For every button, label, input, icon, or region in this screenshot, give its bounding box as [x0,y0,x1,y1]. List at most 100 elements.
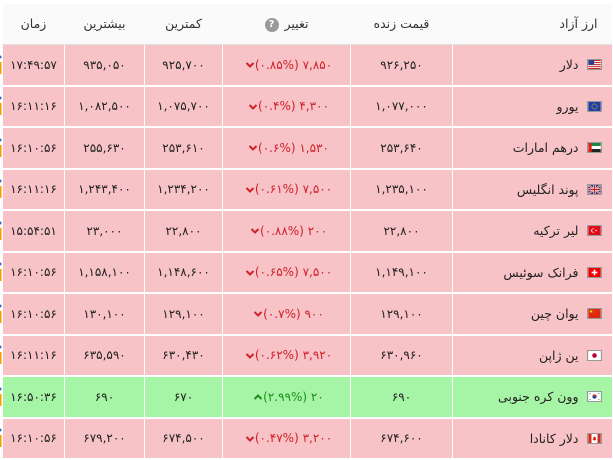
arrow-down-icon [244,99,258,113]
cn-flag-icon [586,308,602,320]
cell-live-price: ۱,۱۴۹,۱۰۰ [350,251,453,294]
header-live-price: قیمت زنده [350,4,453,45]
ch-flag-icon [586,266,602,278]
cell-low: ۹۲۵,۷۰۰ [144,44,223,87]
cell-low: ۶۷۴,۵۰۰ [144,417,223,460]
cell-live-price: ۱,۰۷۷,۰۰۰ [350,85,453,128]
cell-low: ۶۷۰ [144,376,223,419]
chart-icon[interactable] [0,138,3,158]
eu-flag-icon [586,100,602,112]
currency-name[interactable]: یوان چین [530,306,579,322]
table-row[interactable]: ین ژاپن ۶۳۰,۹۶۰ ۳,۹۲۰ (۰.۶۲%) ۶۳۰,۴۳۰ ۶۳۵,۵۹… [0,334,612,377]
cell-high: ۱۳۰,۱۰۰ [64,293,145,336]
cell-change: ۹۰۰ (۰.۷%) [222,293,351,336]
table-row[interactable]: پوند انگلیس ۱,۲۳۵,۱۰۰ ۷,۵۰۰ (۰.۶۱%) ۱,۲۳۴,۲… [0,168,612,211]
cell-time: ۱۶:۱۰:۵۶ [2,417,65,460]
cell-high: ۹۳۵,۰۵۰ [64,44,145,87]
arrow-down-icon [244,141,258,155]
cell-live-price: ۶۳۰,۹۶۰ [350,334,453,377]
table-row[interactable]: درهم امارات ۲۵۳,۶۴۰ ۱,۵۳۰ (۰.۶%) ۲۵۳,۶۱۰ ۲۵۵… [0,127,612,170]
chart-icon[interactable] [0,387,3,407]
header-change-label: تغییر [284,16,309,31]
change-value: ۲۰ (۲.۹۹%) [263,389,324,404]
kr-flag-icon [586,391,602,403]
cell-low: ۲۲,۸۰۰ [144,210,223,253]
cell-time: ۱۶:۱۱:۱۶ [2,168,65,211]
header-low: کمترین [144,4,223,45]
cell-name[interactable]: فرانک سوئیس [452,251,612,294]
currency-name[interactable]: وون کره جنوبی [498,389,579,405]
arrow-down-icon [241,348,255,362]
ae-flag-icon [586,142,602,154]
currency-name[interactable]: دلار [559,57,579,72]
cell-change: ۳,۹۲۰ (۰.۶۲%) [222,334,351,377]
chart-icon[interactable] [0,428,3,448]
cell-low: ۱,۰۷۵,۷۰۰ [144,85,223,128]
cell-time: ۱۶:۱۱:۱۶ [2,85,65,128]
table-row[interactable]: فرانک سوئیس ۱,۱۴۹,۱۰۰ ۷,۵۰۰ (۰.۶۵%) ۱,۱۴۸,۶… [0,251,612,294]
chart-icon[interactable] [0,221,3,241]
change-value: ۷,۵۰۰ (۰.۶۱%) [254,182,333,197]
cell-high: ۱,۲۴۳,۴۰۰ [64,168,145,211]
header-time: زمان [2,4,65,45]
change-value: ۱,۵۳۰ (۰.۶%) [258,140,329,155]
currency-name[interactable]: لیر ترکیه [533,223,579,239]
cell-change: ۲۰ (۲.۹۹%) [222,376,351,419]
cell-high: ۱,۰۸۲,۵۰۰ [64,85,145,128]
table-header-row: ارز آزاد قیمت زنده تغییر? کمترین بیشترین… [2,4,612,45]
cell-change: ۷,۵۰۰ (۰.۶۱%) [222,168,351,211]
cell-name[interactable]: درهم امارات [452,127,612,170]
help-icon[interactable]: ? [264,17,279,32]
cell-high: ۶۷۹,۲۰۰ [64,417,145,460]
currency-name[interactable]: ین ژاپن [539,347,579,363]
cell-time: ۱۶:۱۰:۵۶ [2,251,65,294]
header-change: تغییر? [222,4,351,45]
cell-live-price: ۹۲۶,۲۵۰ [350,44,453,87]
chart-icon[interactable] [0,179,3,199]
us-flag-icon [586,59,602,70]
arrow-down-icon [246,224,260,238]
chart-icon[interactable] [0,262,3,282]
cell-high: ۲۵۵,۶۳۰ [64,127,145,170]
table-row[interactable]: یوان چین ۱۲۹,۱۰۰ ۹۰۰ (۰.۷%) ۱۲۹,۱۰۰ ۱۳۰,۱۰۰ ۱… [0,293,612,336]
cell-live-price: ۶۷۴,۶۰۰ [350,417,453,460]
jp-flag-icon [586,349,602,361]
table-row[interactable]: وون کره جنوبی ۶۹۰ ۲۰ (۲.۹۹%) ۶۷۰ ۶۹۰ ۱۶:۵۰:۳۶ [0,376,612,419]
cell-live-price: ۶۹۰ [350,376,453,419]
currency-name[interactable]: پوند انگلیس [516,181,579,197]
chart-icon[interactable] [0,55,3,75]
cell-low: ۲۵۳,۶۱۰ [144,127,223,170]
currency-name[interactable]: دلار کانادا [529,430,579,446]
cell-low: ۱۲۹,۱۰۰ [144,293,223,336]
cell-high: ۶۹۰ [64,376,145,419]
cell-time: ۱۷:۴۹:۵۷ [2,44,65,87]
table-row[interactable]: دلار ۹۲۶,۲۵۰ ۷,۸۵۰ (۰.۸۵%) ۹۲۵,۷۰۰ ۹۳۵,۰۵۰ ۱۷… [0,44,612,87]
chart-icon[interactable] [0,345,3,365]
cell-name[interactable]: ین ژاپن [452,334,612,377]
currency-name[interactable]: فرانک سوئیس [503,264,579,280]
cell-live-price: ۲۵۳,۶۴۰ [350,127,453,170]
change-value: ۴,۳۰۰ (۰.۴%) [258,99,329,114]
table-row[interactable]: دلار کانادا ۶۷۴,۶۰۰ ۳,۲۰۰ (۰.۴۷%) ۶۷۴,۵۰۰ ۶۷… [0,417,612,460]
cell-low: ۱,۲۳۴,۲۰۰ [144,168,223,211]
arrow-up-icon [249,390,263,404]
cell-time: ۱۶:۵۰:۳۶ [2,376,65,419]
cell-name[interactable]: وون کره جنوبی [452,376,612,419]
cell-name[interactable]: دلار کانادا [452,417,612,460]
currency-name[interactable]: یورو [556,98,579,114]
gb-flag-icon [586,183,602,195]
chart-icon[interactable] [0,96,3,116]
cell-name[interactable]: پوند انگلیس [452,168,612,211]
header-high: بیشترین [64,4,145,45]
currency-name[interactable]: درهم امارات [512,140,579,156]
cell-name[interactable]: لیر ترکیه [452,210,612,253]
cell-name[interactable]: یوان چین [452,293,612,336]
cell-time: ۱۶:۱۰:۵۶ [2,127,65,170]
cell-live-price: ۱۲۹,۱۰۰ [350,293,453,336]
table-row[interactable]: لیر ترکیه ۲۲,۸۰۰ ۲۰۰ (۰.۸۸%) ۲۲,۸۰۰ ۲۳,۰۰۰ ۱۵… [0,210,612,253]
chart-icon[interactable] [0,304,3,324]
table-row[interactable]: یورو ۱,۰۷۷,۰۰۰ ۴,۳۰۰ (۰.۴%) ۱,۰۷۵,۷۰۰ ۱,۰۸۲,… [0,85,612,128]
cell-name[interactable]: یورو [452,85,612,128]
arrow-down-icon [241,182,255,196]
cell-name[interactable]: دلار [452,44,612,87]
